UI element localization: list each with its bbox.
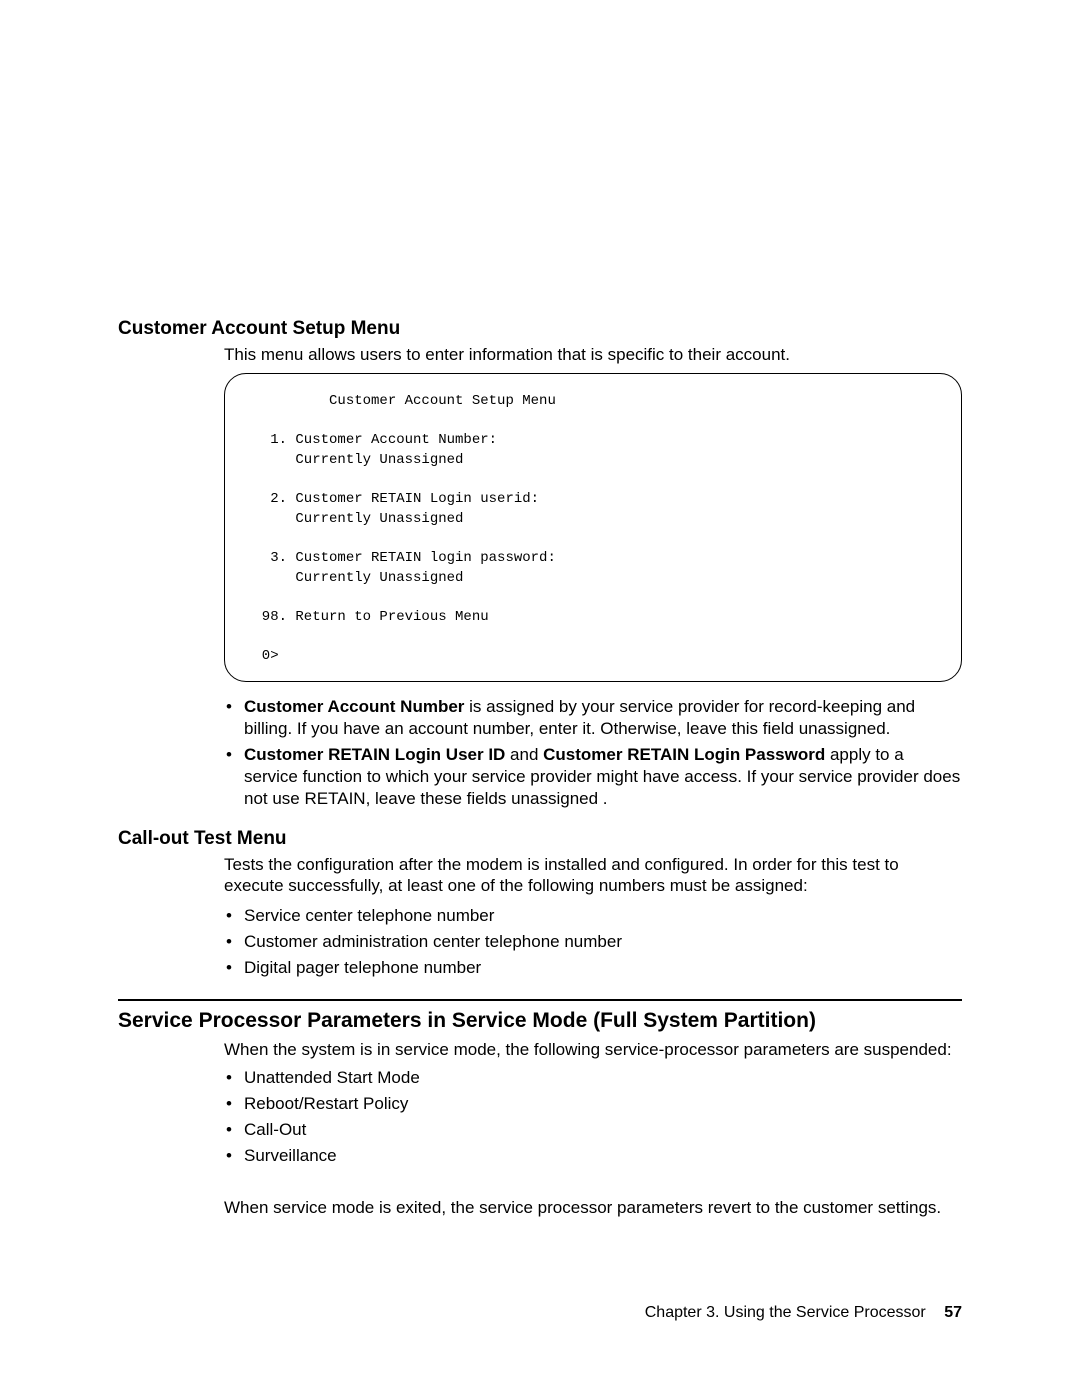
bullet-account-number: Customer Account Number is assigned by y… (224, 696, 962, 740)
bold-label: Customer RETAIN Login User ID (244, 745, 505, 764)
bold-label: Customer Account Number (244, 697, 464, 716)
footer-chapter: Chapter 3. Using the Service Processor (645, 1304, 926, 1321)
bullet-service-center: Service center telephone number (224, 905, 962, 927)
bullets-service-mode: Unattended Start Mode Reboot/Restart Pol… (224, 1067, 962, 1167)
heading-customer-account: Customer Account Setup Menu (118, 318, 962, 340)
intro-callout-test: Tests the configuration after the modem … (224, 854, 962, 897)
heading-service-processor-params: Service Processor Parameters in Service … (118, 1009, 962, 1033)
bullet-surveillance: Surveillance (224, 1145, 962, 1167)
bullets-customer-account: Customer Account Number is assigned by y… (224, 696, 962, 810)
terminal-menu-box: Customer Account Setup Menu 1. Customer … (224, 373, 962, 681)
page-content: Customer Account Setup Menu This menu al… (0, 0, 1080, 1225)
bullets-callout-test: Service center telephone number Customer… (224, 905, 962, 979)
bullet-retain-login: Customer RETAIN Login User ID and Custom… (224, 744, 962, 810)
bullet-digital-pager: Digital pager telephone number (224, 957, 962, 979)
intro-service-mode: When the system is in service mode, the … (224, 1039, 962, 1061)
bullet-reboot-restart: Reboot/Restart Policy (224, 1093, 962, 1115)
page-footer: Chapter 3. Using the Service Processor 5… (645, 1304, 962, 1322)
bullet-unattended-start: Unattended Start Mode (224, 1067, 962, 1089)
bullet-mid: and (505, 745, 543, 764)
section-divider (118, 999, 962, 1001)
bold-label: Customer RETAIN Login Password (543, 745, 825, 764)
bullet-call-out: Call-Out (224, 1119, 962, 1141)
bullet-customer-admin: Customer administration center telephone… (224, 931, 962, 953)
intro-customer-account: This menu allows users to enter informat… (224, 344, 962, 365)
footer-page-number: 57 (944, 1304, 962, 1321)
heading-callout-test: Call-out Test Menu (118, 828, 962, 850)
outro-service-mode: When service mode is exited, the service… (224, 1197, 962, 1219)
